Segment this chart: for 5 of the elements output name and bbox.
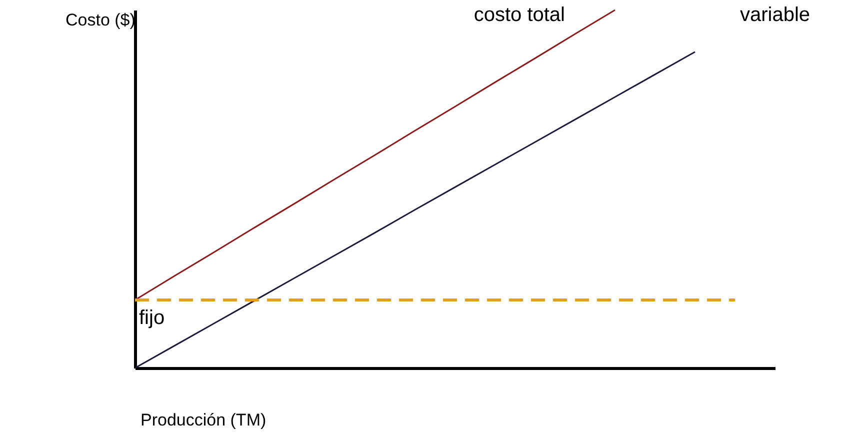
text: variable (740, 4, 810, 26)
x-axis-title: Producción (TM) (140, 410, 266, 430)
series-label: fijo (139, 306, 165, 329)
series-label: costo total (474, 4, 565, 26)
y-axis-title: Costo ($) (66, 10, 136, 30)
